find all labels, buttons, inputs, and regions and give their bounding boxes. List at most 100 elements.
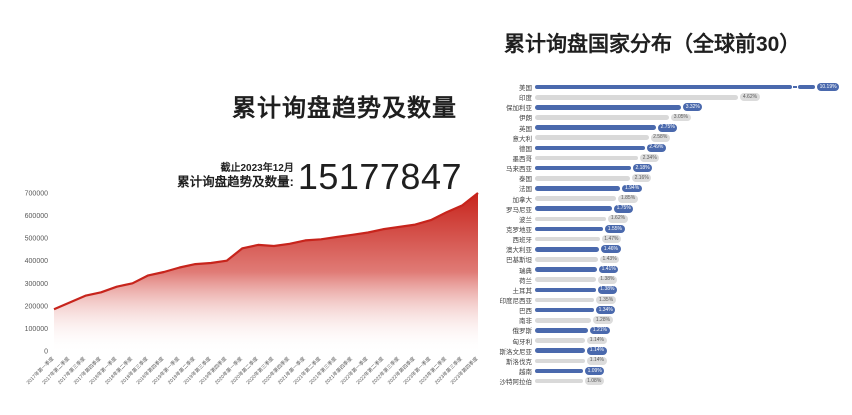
value-badge: 1.14% bbox=[587, 346, 607, 355]
country-label: 意大利 bbox=[512, 135, 533, 143]
x-axis-label: 2021年第一季度 bbox=[276, 355, 306, 385]
bar bbox=[535, 145, 645, 151]
country-label: 土耳其 bbox=[512, 287, 533, 295]
country-label: 保加利亚 bbox=[506, 105, 532, 113]
total-label: 累计询盘趋势及数量: bbox=[177, 175, 294, 190]
x-axis-label: 2020年第二季度 bbox=[229, 355, 259, 385]
area-series-fill bbox=[54, 193, 478, 351]
value-badge: 1.21% bbox=[590, 326, 610, 335]
bar-row: 泰国 2.16% bbox=[490, 173, 852, 183]
bar-row: 罗马尼亚 1.75% bbox=[490, 204, 852, 214]
area-series-line bbox=[53, 192, 479, 311]
x-axis-label: 2020年第四季度 bbox=[260, 355, 290, 385]
axis-break-dash bbox=[793, 86, 797, 88]
country-label: 墨西哥 bbox=[512, 156, 533, 164]
bar bbox=[535, 196, 617, 201]
bar-row: 匈牙利 1.14% bbox=[490, 336, 852, 346]
value-badge: 1.35% bbox=[596, 296, 616, 304]
country-label: 印度尼西亚 bbox=[499, 298, 533, 306]
country-label: 沙特阿拉伯 bbox=[499, 379, 533, 387]
country-label: 澳大利亚 bbox=[506, 247, 532, 255]
value-badge: 1.14% bbox=[587, 356, 607, 365]
country-label: 斯洛伐克 bbox=[506, 358, 532, 366]
trend-area-chart: 0 100000 200000 300000 400000 500000 600000 700… bbox=[4, 184, 490, 410]
value-badge: 1.55% bbox=[605, 225, 625, 233]
country-label: 加拿大 bbox=[512, 196, 533, 204]
value-badge: 10.19% bbox=[817, 83, 840, 91]
value-badge: 3.05% bbox=[671, 113, 691, 122]
bar-row: 斯洛文尼亚 1.14% bbox=[490, 346, 852, 356]
country-label: 俄罗斯 bbox=[512, 328, 533, 336]
value-badge: 1.28% bbox=[593, 316, 613, 325]
x-axis-label: 2017年第四季度 bbox=[72, 355, 102, 385]
bar-row: 瑞典 1.41% bbox=[490, 265, 852, 275]
bar-row: 南非 1.28% bbox=[490, 315, 852, 325]
bar-row: 越南 1.09% bbox=[490, 366, 852, 376]
bar-row: 法国 1.94% bbox=[490, 183, 852, 193]
country-label: 波兰 bbox=[519, 216, 532, 224]
x-axis-label: 2018年第一季度 bbox=[88, 355, 118, 385]
bar bbox=[535, 125, 656, 130]
country-chart-title: 累计询盘国家分布（全球前30） bbox=[504, 33, 801, 56]
value-badge: 2.58% bbox=[650, 133, 670, 142]
x-axis-label: 2019年第三季度 bbox=[182, 355, 212, 385]
bar-row: 斯洛伐克 1.14% bbox=[490, 356, 852, 366]
bar bbox=[535, 348, 586, 354]
country-label: 克罗地亚 bbox=[506, 227, 532, 235]
value-badge: 1.08% bbox=[584, 377, 604, 386]
bar bbox=[535, 338, 586, 343]
bar bbox=[535, 247, 600, 252]
bar-row: 土耳其 1.38% bbox=[490, 285, 852, 295]
bar-row: 美国 10.19% bbox=[490, 82, 852, 92]
y-axis-tick-label: 500000 bbox=[25, 236, 48, 243]
bar bbox=[535, 358, 586, 364]
value-badge: 1.34% bbox=[596, 306, 616, 315]
bar-row: 巴西 1.34% bbox=[490, 305, 852, 315]
bar bbox=[535, 328, 589, 333]
bar-row: 英国 2.75% bbox=[490, 123, 852, 133]
country-label: 马来西亚 bbox=[506, 166, 532, 174]
bar bbox=[535, 216, 607, 222]
bar bbox=[535, 236, 600, 242]
y-axis-tick-label: 700000 bbox=[25, 191, 48, 198]
x-axis-label: 2019年第二季度 bbox=[166, 355, 196, 385]
value-badge: 1.14% bbox=[587, 336, 607, 345]
country-label: 美国 bbox=[519, 85, 532, 93]
bar bbox=[535, 176, 630, 181]
country-label: 巴西 bbox=[519, 308, 532, 316]
country-distribution-panel: 累计询盘国家分布（全球前30） 美国 10.19% 印度 4.62% 保加利亚 3.32%… bbox=[490, 0, 852, 411]
x-axis-label: 2018年第二季度 bbox=[103, 355, 133, 385]
total-inquiries-value: 15177847 bbox=[297, 156, 462, 197]
value-badge: 2.18% bbox=[632, 164, 653, 173]
bar-row: 印度尼西亚 1.35% bbox=[490, 295, 852, 305]
value-badge: 1.38% bbox=[597, 285, 618, 294]
value-badge: 3.32% bbox=[683, 103, 703, 112]
bar-overflow-segment bbox=[798, 84, 815, 90]
bar-row: 沙特阿拉伯 1.08% bbox=[490, 376, 852, 386]
bar bbox=[535, 277, 596, 283]
x-axis-label: 2023年第四季度 bbox=[449, 355, 479, 385]
trend-chart-title: 累计询盘趋势及数量 bbox=[232, 95, 457, 122]
total-line: 截止2023年12月 累计询盘趋势及数量: 15177847 bbox=[177, 156, 462, 198]
bar-row: 澳大利亚 1.46% bbox=[490, 244, 852, 254]
country-label: 越南 bbox=[519, 369, 532, 376]
bar bbox=[535, 94, 739, 100]
value-badge: 1.94% bbox=[622, 184, 642, 193]
bar bbox=[535, 318, 592, 323]
x-axis-label: 2020年第三季度 bbox=[245, 355, 275, 385]
bar bbox=[535, 307, 594, 313]
value-badge: 1.75% bbox=[614, 204, 634, 213]
bar-row: 印度 4.62% bbox=[490, 92, 852, 102]
country-label: 印度 bbox=[519, 95, 532, 103]
country-label: 英国 bbox=[519, 125, 532, 133]
bar bbox=[535, 368, 583, 374]
country-label: 荷兰 bbox=[519, 277, 532, 285]
trend-area-chart-svg: 0 100000 200000 300000 400000 500000 600000 700… bbox=[25, 191, 480, 386]
y-axis-tick-label: 0 bbox=[44, 349, 48, 356]
bar bbox=[535, 135, 649, 141]
value-badge: 1.85% bbox=[618, 194, 638, 203]
country-label: 巴基斯坦 bbox=[506, 257, 532, 265]
x-axis-label: 2023年第三季度 bbox=[433, 355, 463, 385]
bar-row: 加拿大 1.85% bbox=[490, 194, 852, 204]
bar-row: 巴基斯坦 1.43% bbox=[490, 254, 852, 264]
